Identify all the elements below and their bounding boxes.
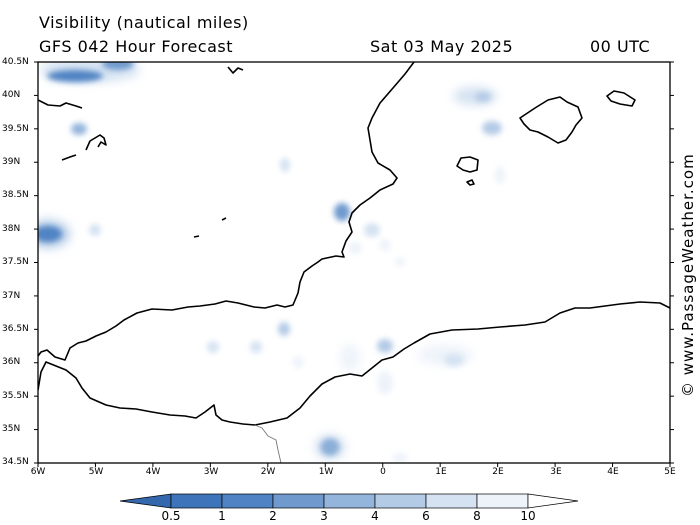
lat-label: 39N [2, 157, 21, 167]
lat-label: 35.5N [2, 391, 29, 401]
lat-label: 38N [2, 224, 21, 234]
lon-label: 4W [145, 467, 161, 477]
colorbar-segment [374, 493, 427, 509]
colorbar-label: 0.5 [161, 509, 181, 523]
lon-label: 4E [607, 467, 619, 477]
colorbar-low-arrow [119, 493, 172, 509]
colorbar-high-arrow [527, 493, 579, 509]
lon-label: 1E [435, 467, 447, 477]
colorbar-label: 8 [473, 509, 481, 523]
forecast-subtitle: GFS 042 Hour Forecast [39, 37, 234, 56]
lat-label: 35N [2, 424, 21, 434]
lon-label: 1W [318, 467, 334, 477]
map-title: Visibility (nautical miles) [39, 13, 249, 32]
colorbar-segment [170, 493, 223, 509]
lat-label: 34.5N [2, 457, 29, 467]
lon-label: 5W [88, 467, 104, 477]
forecast-date: Sat 03 May 2025 [370, 37, 514, 56]
lon-label: 5E [664, 467, 676, 477]
forecast-time: 00 UTC [590, 37, 651, 56]
lat-label: 40.5N [2, 57, 29, 67]
visibility-shading [38, 62, 505, 463]
colorbar-label: 4 [371, 509, 379, 523]
lat-label: 40N [2, 90, 21, 100]
lon-label: 3W [203, 467, 219, 477]
map-frame [37, 61, 671, 464]
axis-ticks [34, 61, 674, 467]
visibility-colorbar [119, 493, 579, 509]
colorbar-segment [221, 493, 274, 509]
colorbar-label: 3 [320, 509, 328, 523]
colorbar-label: 10 [520, 509, 536, 523]
lon-label: 3E [550, 467, 562, 477]
lat-label: 36N [2, 357, 21, 367]
lat-label: 36.5N [2, 324, 29, 334]
lon-label: 6W [30, 467, 46, 477]
colorbar-label: 2 [269, 509, 277, 523]
lon-label: 2W [260, 467, 276, 477]
lat-label: 37.5N [2, 257, 29, 267]
coastlines [38, 62, 670, 463]
lat-label: 38.5N [2, 190, 29, 200]
colorbar-segment [323, 493, 376, 509]
lat-label: 39.5N [2, 124, 29, 134]
lon-label: 0 [380, 467, 386, 477]
colorbar-segment [476, 493, 529, 509]
lon-label: 2E [492, 467, 504, 477]
colorbar-label: 6 [422, 509, 430, 523]
colorbar-segment [425, 493, 478, 509]
colorbar-label: 1 [218, 509, 226, 523]
lat-label: 37N [2, 291, 21, 301]
watermark-text: © www.PassageWeather.com [679, 153, 697, 397]
colorbar-segment [272, 493, 325, 509]
